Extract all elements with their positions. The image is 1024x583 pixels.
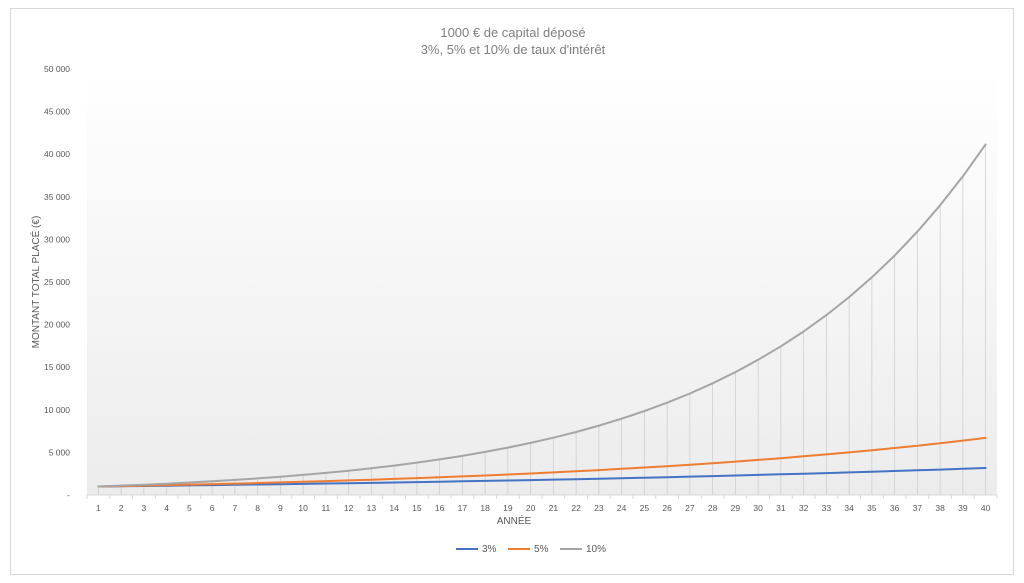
x-tick-label: 19 [503,503,513,513]
legend: 3% 5% 10% [456,544,606,555]
x-axis-label: ANNÉE [497,514,532,527]
x-tick-label: 7 [233,503,238,513]
x-tick-label: 27 [685,503,695,513]
x-tick-label: 8 [255,503,260,513]
x-tick-label: 11 [321,503,330,513]
x-tick-label: 39 [958,503,968,513]
x-tick-label: 23 [594,503,604,513]
x-tick-label: 21 [549,503,559,513]
y-tick-label: 10 000 [44,405,70,415]
legend-label: 5% [534,544,549,555]
x-tick-label: 24 [617,503,627,513]
chart-title: 1000 € de capital déposé [440,25,585,40]
x-tick-label: 3 [142,503,147,513]
x-tick-label: 28 [708,503,718,513]
x-tick-label: 18 [480,503,490,513]
x-tick-label: 36 [890,503,900,513]
x-tick-label: 14 [389,503,399,513]
y-tick-label: 50 000 [44,64,70,74]
x-tick-label: 25 [640,503,650,513]
y-tick-label: 45 000 [44,107,70,117]
x-tick-label: 40 [981,503,991,513]
x-tick-label: 22 [571,503,581,513]
x-axis-ticks: 1 2 3 4 5 6 7 8 9 10 11 12 13 14 15 16 17 18 19 20 21 22 23 24 2… [86,495,998,513]
series-line-2 [97,143,987,488]
series-line-1 [97,436,987,488]
plot-area [87,69,997,495]
chart-frame: 1000 € de capital déposé 3%, 5% et 10% d… [10,8,1014,575]
x-tick-label: 15 [412,503,422,513]
x-tick-label: 5 [187,503,192,513]
x-tick-label: 6 [210,503,215,513]
x-tick-label: 1 [96,503,101,513]
x-tick-label: 31 [776,503,786,513]
x-tick-label: 38 [935,503,945,513]
x-tick-label: 10 [298,503,308,513]
y-tick-label: 5 000 [49,447,71,457]
x-tick-label: 4 [164,503,169,513]
y-axis-ticks: - 5 000 10 000 15 000 20 000 25 000 30 000 35 0… [44,64,70,500]
y-tick-label: 30 000 [44,234,70,244]
y-tick-label: 15 000 [44,362,70,372]
y-axis-label: MONTANT TOTAL PLACÉ (€) [29,216,42,349]
legend-label: 3% [482,544,497,555]
x-tick-label: 32 [799,503,809,513]
y-tick-label: 40 000 [44,149,70,159]
x-tick-label: 30 [753,503,763,513]
x-tick-label: 17 [458,503,468,513]
series-lines [97,143,987,488]
x-tick-label: 2 [119,503,124,513]
legend-label: 10% [586,544,606,555]
x-tick-label: 13 [367,503,377,513]
x-tick-label: 20 [526,503,536,513]
x-tick-label: 26 [662,503,672,513]
x-tick-label: 33 [822,503,832,513]
chart-subtitle: 3%, 5% et 10% de taux d'intérêt [421,42,606,57]
x-tick-label: 37 [913,503,923,513]
y-tick-label: 25 000 [44,277,70,287]
x-tick-label: 9 [278,503,283,513]
x-tick-label: 34 [844,503,854,513]
x-tick-label: 12 [344,503,354,513]
y-tick-label: - [67,490,70,500]
y-tick-label: 20 000 [44,320,70,330]
line-chart: 1000 € de capital déposé 3%, 5% et 10% d… [29,25,998,555]
x-tick-label: 29 [731,503,741,513]
x-tick-label: 35 [867,503,877,513]
y-tick-label: 35 000 [44,192,70,202]
series-line-0 [97,467,987,488]
x-tick-label: 16 [435,503,445,513]
